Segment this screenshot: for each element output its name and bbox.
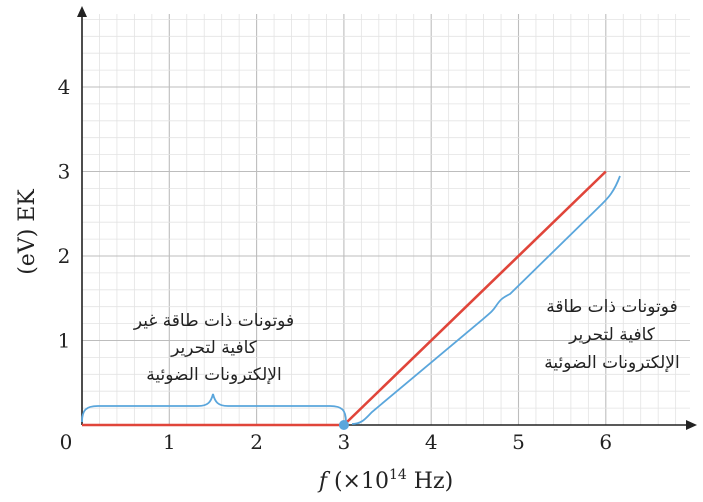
x-axis-arrow <box>686 420 697 430</box>
right-brace <box>351 175 621 425</box>
threshold-point <box>338 420 349 430</box>
annotation-right-line-3: الإلكترونات الضوئية <box>544 353 679 373</box>
x-axis-title-unit: Hz) <box>407 469 453 494</box>
x-tick-label: 3 <box>338 430 351 454</box>
annotation-left-line-2: كافية لتحرير <box>170 338 258 358</box>
x-tick-label: 1 <box>163 430 176 454</box>
x-tick-label: 0 <box>60 430 73 454</box>
annotation-right-line-2: كافية لتحرير <box>568 325 656 345</box>
x-axis-title-prefix: f <box>317 469 331 494</box>
tick-labels: 0 1 2 3 4 5 6 1 2 3 4 <box>58 75 613 454</box>
y-tick-label: 3 <box>58 160 71 184</box>
x-tick-label: 2 <box>250 430 263 454</box>
left-brace <box>81 393 347 423</box>
x-tick-label: 6 <box>599 430 612 454</box>
y-tick-label: 1 <box>58 329 71 353</box>
y-axis-arrow <box>77 6 87 17</box>
x-axis-title: f (×1014 Hz) <box>317 467 453 494</box>
grid <box>82 14 690 425</box>
y-axis-title: (eV) EK <box>15 189 40 275</box>
annotation-right-line-1: فوتونات ذات طاقة <box>546 297 677 317</box>
annotation-left-line-1: فوتونات ذات طاقة غير <box>133 311 294 331</box>
y-tick-label: 2 <box>58 244 71 268</box>
y-tick-label: 4 <box>58 75 71 99</box>
x-axis-title-exponent: 14 <box>389 467 407 483</box>
annotation-left-line-3: الإلكترونات الضوئية <box>146 365 281 385</box>
x-tick-label: 5 <box>512 430 525 454</box>
series <box>82 170 607 430</box>
x-axis-title-main: (×10 <box>334 469 389 494</box>
braces <box>81 175 621 425</box>
x-tick-label: 4 <box>425 430 438 454</box>
